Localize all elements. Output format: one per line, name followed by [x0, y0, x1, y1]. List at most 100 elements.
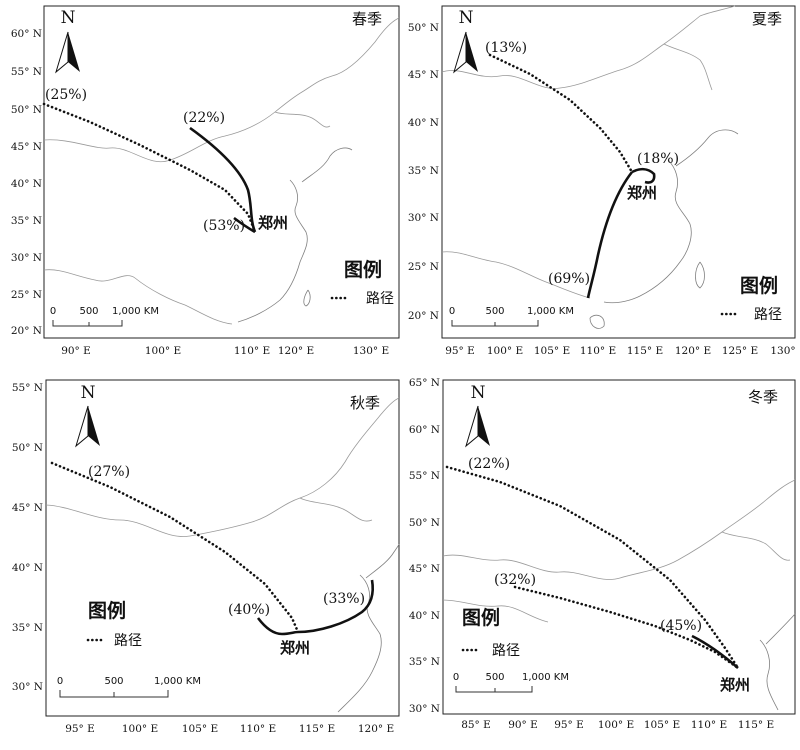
legend-title: 图例: [88, 599, 126, 622]
lon-tick: 130°: [770, 345, 795, 357]
lat-axis: 55° N 50° N 45° N 40° N 35° N 30° N: [12, 382, 43, 693]
lat-tick: 35° N: [408, 165, 439, 177]
season-title: 春季: [352, 10, 382, 28]
lat-tick: 25° N: [408, 261, 439, 273]
lat-tick: 35° N: [12, 622, 43, 634]
svg-text:1,000 KM: 1,000 KM: [154, 676, 201, 687]
legend-title: 图例: [344, 258, 382, 281]
lon-tick: 95° E: [65, 723, 95, 735]
path-percent-label: (13%): [485, 40, 527, 56]
path-percent-label: (27%): [88, 464, 130, 480]
country-boundary: [274, 111, 331, 128]
country-boundary: [43, 269, 233, 325]
lat-tick: 55° N: [11, 66, 42, 78]
city-label: 郑州: [720, 676, 750, 694]
map-panel-autumn: 55° N 50° N 45° N 40° N 35° N 30° N 95° …: [12, 379, 400, 735]
country-boundary: [43, 17, 400, 163]
panel-frame: [43, 5, 400, 339]
lat-tick: 30° N: [12, 681, 43, 693]
trajectory-dotted: [42, 102, 257, 234]
city-label: 郑州: [627, 184, 657, 202]
north-arrow-icon: N: [453, 8, 478, 74]
legend-title: 图例: [740, 274, 778, 297]
lon-tick: 100° E: [487, 345, 523, 357]
lon-tick: 85° E: [461, 719, 491, 731]
svg-text:500: 500: [485, 672, 504, 683]
country-boundary: [663, 43, 713, 91]
path-percent-label: (25%): [45, 87, 87, 103]
coastline: [237, 179, 308, 323]
panel-frame: [45, 379, 400, 717]
lat-tick: 45° N: [11, 141, 42, 153]
lon-tick: 125° E: [722, 345, 758, 357]
coastline: [603, 159, 692, 304]
svg-text:N: N: [459, 8, 474, 28]
trajectory-solid: [256, 617, 299, 636]
lon-tick: 95° E: [445, 345, 475, 357]
coastline: [303, 289, 311, 307]
scale-bar: 0 500 1,000 KM: [50, 306, 159, 327]
svg-text:500: 500: [485, 306, 504, 317]
svg-text:1,000 KM: 1,000 KM: [112, 306, 159, 317]
legend-title: 图例: [462, 606, 500, 629]
lat-tick: 50° N: [408, 22, 439, 34]
lon-tick: 95° E: [554, 719, 584, 731]
trajectory-solid: [233, 216, 256, 234]
lat-tick: 40° N: [408, 117, 439, 129]
legend-item-label: 路径: [366, 291, 394, 307]
lat-tick: 45° N: [409, 563, 440, 575]
legend-item-label: 路径: [492, 643, 520, 659]
north-arrow-icon: N: [55, 8, 80, 74]
lat-tick: 60° N: [409, 424, 440, 436]
lat-axis: 60° N 55° N 50° N 45° N 40° N 35° N 30° …: [11, 28, 42, 337]
lon-tick: 110° E: [234, 345, 270, 357]
lat-tick: 50° N: [11, 104, 42, 116]
lon-axis: 85° E 90° E 95° E 100° E 105° E 110° E 1…: [461, 719, 774, 731]
country-boundary: [45, 397, 400, 537]
scale-bar: 0 500 1,000 KM: [449, 306, 574, 327]
season-title: 冬季: [748, 388, 778, 406]
lat-tick: 25° N: [11, 289, 42, 301]
svg-text:500: 500: [104, 676, 123, 687]
lon-tick: 105° E: [644, 719, 680, 731]
lat-tick: 55° N: [12, 382, 43, 394]
path-percent-label: (22%): [183, 110, 225, 126]
lat-tick: 45° N: [12, 502, 43, 514]
lat-tick: 40° N: [409, 610, 440, 622]
trajectory-solid: [586, 171, 634, 299]
path-percent-label: (40%): [228, 602, 270, 618]
city-label: 郑州: [280, 639, 310, 657]
trajectory-dotted: [445, 465, 740, 670]
scale-bar: 0 500 1,000 KM: [57, 676, 201, 698]
lat-tick: 35° N: [11, 215, 42, 227]
lon-tick: 105° E: [182, 723, 218, 735]
lat-tick: 20° N: [408, 310, 439, 322]
svg-text:0: 0: [57, 676, 63, 687]
lat-tick: 45° N: [408, 69, 439, 81]
lon-tick: 110° E: [580, 345, 616, 357]
path-percent-label: (33%): [323, 591, 365, 607]
lat-axis: 50° N 45° N 40° N 35° N 30° N 25° N 20° …: [408, 22, 439, 322]
lon-axis: 95° E 100° E 105° E 110° E 115° E 120° E…: [445, 345, 795, 357]
path-percent-label: (18%): [637, 151, 679, 167]
trajectory-solid: [691, 634, 739, 669]
path-percent-label: (53%): [203, 218, 245, 234]
lon-tick: 100° E: [145, 345, 181, 357]
lon-tick: 100° E: [122, 723, 158, 735]
lon-tick: 130° E: [353, 345, 389, 357]
svg-text:0: 0: [449, 306, 455, 317]
trajectory-solid: [189, 126, 257, 233]
legend-item-label: 路径: [114, 633, 142, 649]
lon-tick: 110° E: [240, 723, 276, 735]
country-boundary: [721, 531, 791, 561]
lat-tick: 50° N: [12, 442, 43, 454]
lat-tick: 50° N: [409, 517, 440, 529]
lon-tick: 120° E: [675, 345, 711, 357]
country-boundary: [442, 599, 549, 623]
country-boundary: [299, 497, 373, 522]
trajectory-solid: [631, 167, 656, 184]
map-panel-summer: 50° N 45° N 40° N 35° N 30° N 25° N 20° …: [408, 5, 796, 357]
lon-tick: 115° E: [299, 723, 335, 735]
svg-text:1,000 KM: 1,000 KM: [527, 306, 574, 317]
svg-text:N: N: [61, 8, 76, 28]
